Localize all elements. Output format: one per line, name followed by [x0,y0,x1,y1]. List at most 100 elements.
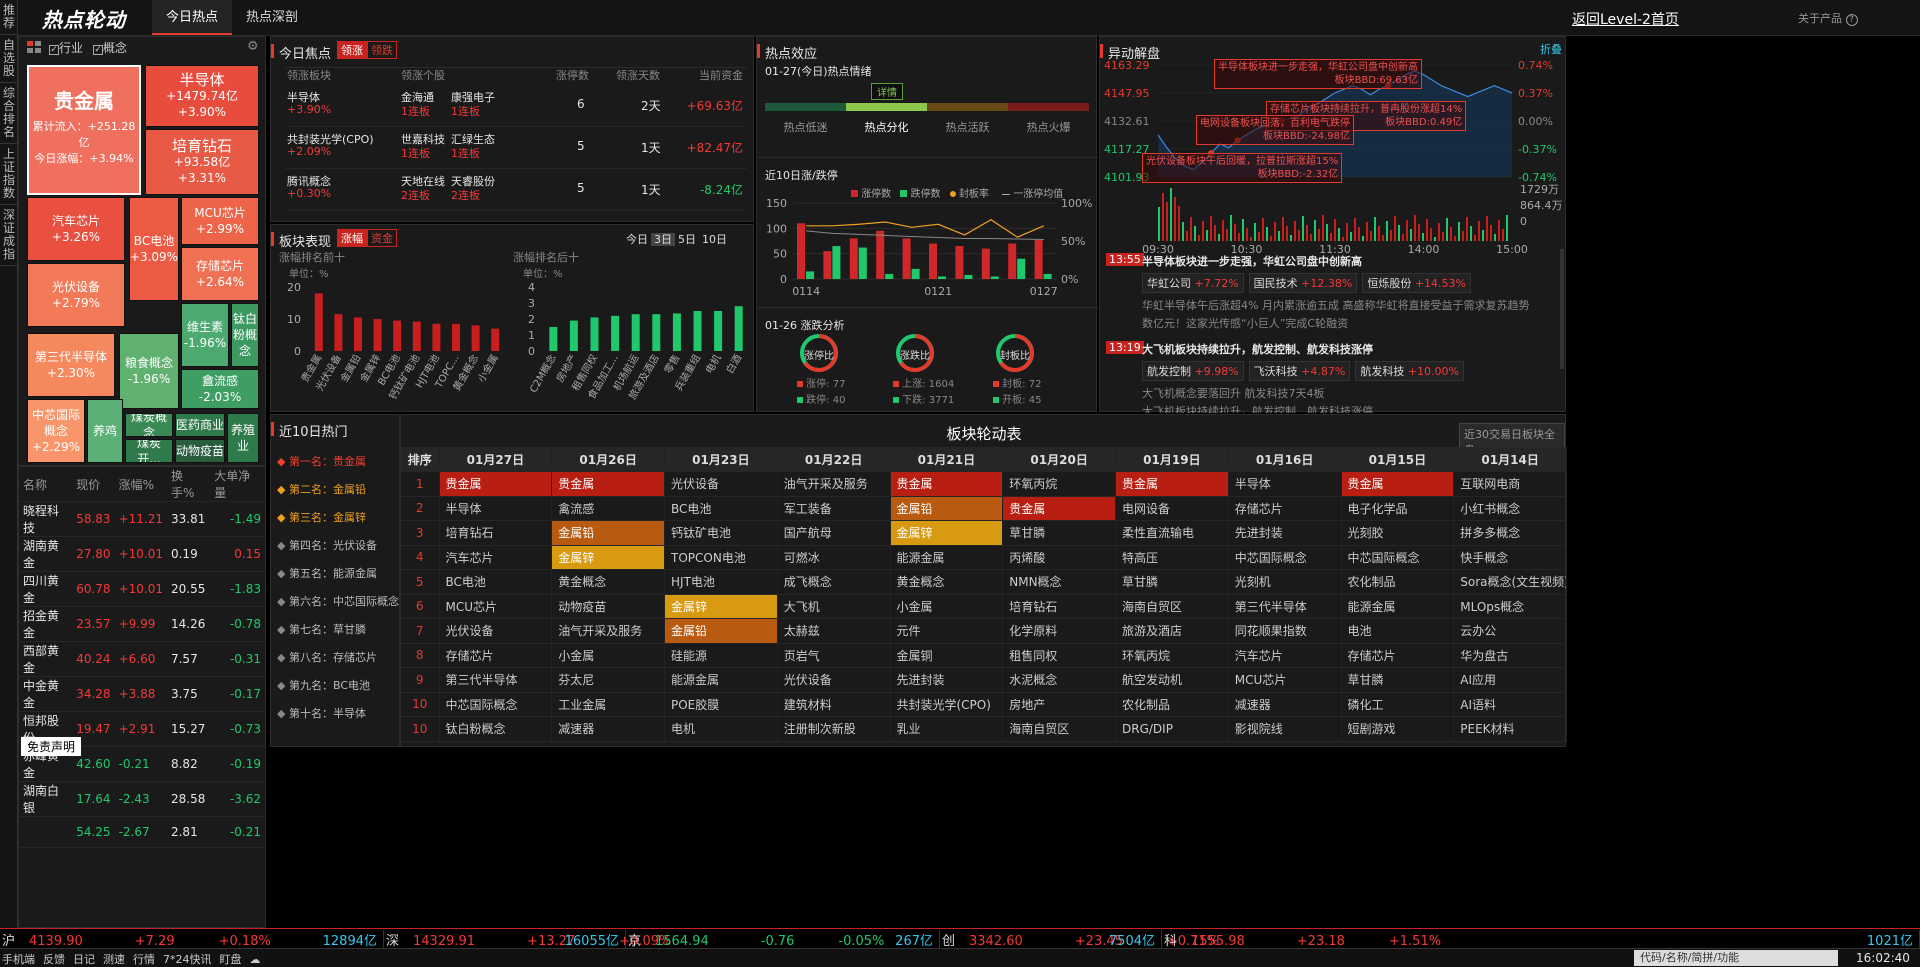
rotation-cell[interactable]: 丙烯酸 [1002,545,1116,570]
treemap-tile[interactable]: MCU芯片 +2.99% [181,197,259,245]
col-turnover[interactable]: 换手% [166,467,211,502]
stock-row[interactable]: 湖南黄金 27.80 +10.01 0.19 0.15 [19,536,265,572]
rotation-cell[interactable]: 芬太尼 [551,667,665,693]
grid-icon[interactable] [27,41,41,53]
rotation-cell[interactable]: 能源金属 [1341,594,1455,619]
period-today[interactable]: 今日 [626,233,648,246]
stock-tag[interactable]: 飞沃科技 +4.87% [1248,361,1351,381]
stock-row[interactable]: 晓程科技 58.83 +11.21 33.81 -1.49 [19,501,265,537]
rotation-cell[interactable]: NMN概念 [1002,569,1116,595]
rotation-cell[interactable]: 短剧游戏 [1341,716,1455,742]
rotation-cell[interactable]: MLOps概念 [1453,594,1567,619]
stock-name[interactable]: 四川黄金 [19,571,73,607]
rotation-cell[interactable]: 太赫兹 [777,618,891,644]
hot10-item[interactable]: ◆ 第六名：中芯国际概念 [277,595,399,608]
status-item[interactable]: 日记 [73,953,95,966]
rotation-header[interactable]: 01月21日 [890,447,1004,472]
status-item[interactable]: 反馈 [43,953,65,966]
rotation-header[interactable]: 01月14日 [1453,447,1567,472]
rotation-cell[interactable]: 环氧丙烷 [1002,471,1116,497]
rotation-header[interactable]: 01月22日 [777,447,891,472]
sector-bar[interactable] [432,323,441,351]
rotation-cell[interactable]: 光伏设备 [777,667,891,693]
status-item[interactable]: 盯盘 [219,953,242,966]
search-input[interactable]: 代码/名称/简拼/功能 [1634,950,1838,966]
rotation-cell[interactable]: 注册制次新股 [777,716,891,742]
rotation-cell[interactable]: 中芯国际概念 [1228,545,1342,570]
rotation-cell[interactable]: 半导体 [439,496,553,521]
rotation-cell[interactable]: 第三代半导体 [1228,594,1342,619]
rotation-cell[interactable]: 元件 [890,618,1004,644]
rotation-cell[interactable]: 拼多多概念 [1453,520,1567,546]
focus-stock1[interactable]: 天地在线 [401,175,445,188]
rotation-cell[interactable]: 汽车芯片 [439,545,553,570]
anomaly-note[interactable]: 电网设备板块回落，百利电气跌停 板块BBD:-24.98亿 [1196,115,1354,145]
rotation-cell[interactable]: 农化制品 [1115,692,1229,717]
rotation-cell[interactable]: 中芯国际概念 [1341,545,1455,570]
perf-tab-fund[interactable]: 资金 [367,229,397,247]
rotation-cell[interactable]: 金属锌 [551,545,665,570]
stock-name[interactable]: 晓程科技 [19,501,73,537]
treemap-tile[interactable]: 维生素 -1.96% [181,303,229,367]
rotation-cell[interactable]: 电网设备 [1115,496,1229,521]
anomaly-note[interactable]: 半导体板块进一步走强，华虹公司盘中创新高 板块BBD:69.63亿 [1214,59,1422,89]
treemap-tile[interactable]: 粮食概念 -1.96% [119,333,179,409]
stock-name[interactable]: 湖南黄金 [19,536,73,572]
rotation-cell[interactable]: 电子化学品 [1341,496,1455,521]
anomaly-note[interactable]: 光伏设备板块午后回暖，拉普拉斯涨超15% 板块BBD:-2.32亿 [1142,153,1343,183]
rotation-cell[interactable]: 军工装备 [777,496,891,521]
hot10-item[interactable]: ◆ 第一名：贵金属 [277,455,366,468]
hot10-item[interactable]: ◆ 第八名：存储芯片 [277,651,377,664]
side-tab-watchlist[interactable]: 自选股 [0,35,18,83]
index-quote[interactable]: 沪 4139.90 +7.29 +0.18% 12894亿 [0,930,384,949]
treemap-tile[interactable]: 盦流感 -2.03% [181,369,259,409]
rotation-cell[interactable]: 大飞机 [777,594,891,619]
index-quote[interactable]: 科 1555.98 +23.18 +1.51% 1021亿 [1162,930,1920,949]
rotation-cell[interactable]: 减速器 [551,716,665,742]
filter-concept[interactable]: ✓概念 [93,41,128,55]
col-pct[interactable]: 涨幅% [114,467,167,502]
stock-name[interactable]: 湖南白银 [19,781,73,817]
hot10-item[interactable]: ◆ 第九名：BC电池 [277,679,371,692]
rotation-cell[interactable]: 金属锌 [664,594,778,619]
rotation-header[interactable]: 01月27日 [439,447,553,472]
hot10-item[interactable]: ◆ 第二名：金属铅 [277,483,366,496]
rotation-cell[interactable]: 油气开采及服务 [777,471,891,497]
rotation-cell[interactable]: 快手概念 [1453,545,1567,570]
col-bigorder[interactable]: 大单净量 [210,467,265,502]
treemap-tile[interactable]: 光伏设备 +2.79% [27,263,125,327]
rotation-cell[interactable]: 草甘膦 [1115,569,1229,595]
rotation-cell[interactable]: 能源金属 [664,667,778,693]
rotation-cell[interactable]: TOPCON电池 [664,545,778,570]
rotation-cell[interactable]: 培育钻石 [439,520,553,546]
sector-bar[interactable] [471,325,480,351]
rotation-cell[interactable]: HJT电池 [664,569,778,595]
stock-name[interactable]: 西部黄金 [19,641,73,677]
detail-button[interactable]: 详情 [871,83,903,100]
rotation-cell[interactable]: 农化制品 [1341,569,1455,595]
focus-stock2[interactable]: 天睿股份 [451,175,495,188]
status-item[interactable]: 行情 [133,953,155,966]
treemap-tile[interactable]: 医药商业 [175,413,225,437]
tab-today-hot[interactable]: 今日热点 [152,0,232,35]
rotation-cell[interactable]: 乳业 [890,716,1004,742]
rotation-cell[interactable]: BC电池 [664,496,778,521]
treemap-tile[interactable]: 煤炭开... [125,439,173,463]
rotation-cell[interactable]: 钙钛矿电池 [664,520,778,546]
stock-row[interactable]: 四川黄金 60.78 +10.01 20.55 -1.83 [19,571,265,607]
rotation-cell[interactable]: 小金属 [890,594,1004,619]
sector-bar[interactable] [549,327,558,351]
about-product-link[interactable]: 关于产品 ? [1798,10,1858,26]
hot10-item[interactable]: ◆ 第三名：金属锌 [277,511,366,524]
rotation-cell[interactable]: 小红书概念 [1453,496,1567,521]
rotation-cell[interactable]: 存储芯片 [1228,496,1342,521]
col-name[interactable]: 名称 [19,467,73,502]
sector-bar[interactable] [611,315,620,351]
rotation-cell[interactable]: 草甘膦 [1341,667,1455,693]
focus-tab-down[interactable]: 领跌 [367,41,397,59]
sector-bar[interactable] [693,311,702,351]
fold-button[interactable]: 折叠 [1540,43,1562,56]
rotation-cell[interactable]: 动物疫苗 [551,594,665,619]
stock-tag[interactable]: 华虹公司 +7.72% [1142,273,1244,293]
